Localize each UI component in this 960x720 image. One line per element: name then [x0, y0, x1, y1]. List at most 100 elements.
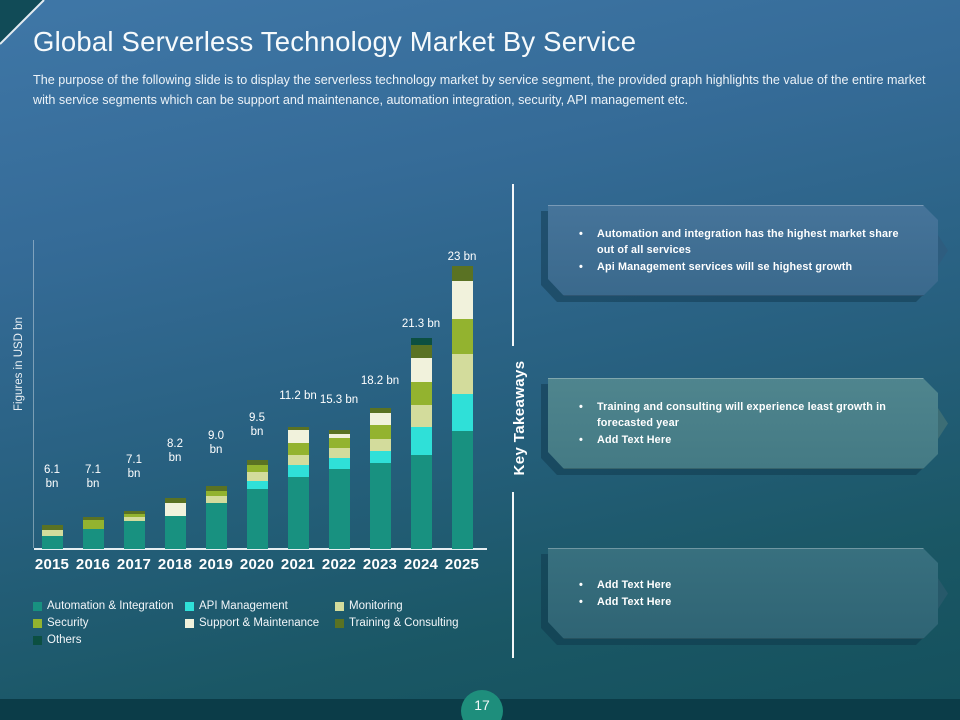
- x-axis-tick: 2022: [321, 556, 357, 573]
- bar-segment-security: [410, 382, 432, 405]
- bar-2016: [82, 517, 104, 549]
- bar-segment-support-maintenance: [369, 413, 391, 425]
- bar-segment-training-consulting: [410, 345, 432, 358]
- legend-swatch: [185, 601, 194, 611]
- bar-segment-api-management: [451, 394, 473, 431]
- legend-swatch: [33, 618, 42, 628]
- bar-value-label-line: bn: [168, 452, 182, 465]
- bar-segment-automation-integration: [41, 536, 63, 549]
- bar-value-label: 23 bn: [427, 250, 497, 264]
- bar-2024: [410, 338, 432, 549]
- bar-segment-api-management: [246, 481, 268, 489]
- bar-value-label: 18.2 bn: [345, 374, 415, 388]
- legend-swatch: [33, 601, 42, 611]
- legend-label: Others: [47, 634, 82, 646]
- takeaway-bullet: Api Management services will se highest …: [566, 259, 899, 275]
- bar-2022: [328, 430, 350, 549]
- legend-label: Monitoring: [349, 600, 403, 612]
- legend-label: Support & Maintenance: [199, 617, 320, 629]
- takeaway-box-arrow-tip: [937, 233, 948, 268]
- bar-value-label-line: bn: [45, 478, 59, 491]
- page-number-badge: 17: [461, 690, 503, 720]
- bar-value-label-line: bn: [250, 426, 264, 439]
- takeaway-box-arrow-tip: [937, 406, 948, 441]
- bar-segment-others: [410, 338, 432, 345]
- key-takeaways-heading: Key Takeaways: [511, 360, 528, 476]
- bar-segment-monitoring: [246, 472, 268, 481]
- chart-legend: Automation & Integration Security Others AP…: [33, 599, 503, 647]
- bar-segment-training-consulting: [164, 498, 186, 503]
- bar-segment-security: [123, 514, 145, 517]
- bar-segment-automation-integration: [246, 489, 268, 549]
- slide-subtitle: The purpose of the following slide is to…: [33, 73, 926, 107]
- bar-segment-monitoring: [328, 448, 350, 458]
- bar-value-label-line: 8.2: [167, 438, 183, 450]
- bar-value-label-line: 7.1: [126, 454, 142, 466]
- x-axis-tick: 2016: [75, 556, 111, 573]
- legend-item-others: Others: [33, 633, 185, 647]
- legend-item-monitoring: Monitoring: [335, 599, 495, 613]
- bar-segment-api-management: [287, 465, 309, 477]
- bar-segment-automation-integration: [451, 431, 473, 549]
- bar-2017: [123, 511, 145, 549]
- bar-segment-automation-integration: [123, 521, 145, 549]
- x-axis-tick: 2025: [444, 556, 480, 573]
- bar-value-label-line: 23 bn: [447, 251, 477, 263]
- bar-value-label-line: 7.1: [85, 464, 101, 476]
- legend-swatch: [33, 635, 42, 645]
- bar-2018: [164, 498, 186, 549]
- bar-segment-training-consulting: [369, 408, 391, 413]
- bar-value-label: 8.2 bn: [140, 437, 210, 466]
- bar-segment-training-consulting: [328, 430, 350, 434]
- bar-segment-api-management: [369, 451, 391, 463]
- bar-segment-training-consulting: [82, 517, 104, 520]
- bar-value-label: 9.5 bn: [222, 411, 292, 440]
- bar-segment-monitoring: [205, 496, 227, 503]
- bar-segment-support-maintenance: [328, 434, 350, 438]
- legend-column: Monitoring Training & Consulting: [335, 599, 495, 647]
- bar-segment-security: [82, 520, 104, 529]
- bar-segment-automation-integration: [164, 516, 186, 549]
- bar-segment-security: [369, 425, 391, 439]
- bar-segment-support-maintenance: [164, 503, 186, 516]
- bar-segment-security: [287, 443, 309, 455]
- legend-item-training-consulting: Training & Consulting: [335, 616, 495, 630]
- bar-segment-automation-integration: [205, 503, 227, 549]
- bar-segment-security: [205, 491, 227, 496]
- bar-segment-security: [451, 319, 473, 354]
- takeaway-bullet-list: Automation and integration has the highe…: [566, 226, 920, 275]
- legend-item-api-management: API Management: [185, 599, 335, 613]
- legend-label: Training & Consulting: [349, 617, 459, 629]
- bar-segment-training-consulting: [205, 486, 227, 491]
- x-axis-tick: 2019: [198, 556, 234, 573]
- legend-column: API Management Support & Maintenance: [185, 599, 335, 647]
- bar-segment-monitoring: [451, 354, 473, 394]
- x-axis-line: [34, 548, 487, 550]
- takeaway-bullet: Add Text Here: [566, 432, 899, 448]
- legend-column: Automation & Integration Security Others: [33, 599, 185, 647]
- bar-segment-monitoring: [410, 405, 432, 427]
- bar-segment-training-consulting: [287, 427, 309, 430]
- takeaway-box-2: Training and consulting will experience …: [548, 378, 948, 469]
- bar-value-label-line: bn: [86, 478, 100, 491]
- takeaway-bullet: Training and consulting will experience …: [566, 399, 899, 431]
- bar-2020: [246, 460, 268, 549]
- bar-segment-automation-integration: [328, 469, 350, 549]
- takeaway-box-arrow-tip: [937, 576, 948, 611]
- legend-swatch: [335, 601, 344, 611]
- bar-value-label-line: 11.2 bn: [279, 390, 317, 402]
- x-axis-tick: 2015: [34, 556, 70, 573]
- bar-segment-automation-integration: [410, 455, 432, 549]
- takeaway-box-3: Add Text Here Add Text Here: [548, 548, 948, 639]
- takeaway-bullet: Automation and integration has the highe…: [566, 226, 899, 258]
- bar-value-label-line: 21.3 bn: [401, 318, 441, 330]
- bar-value-label-line: 9.5: [249, 412, 265, 424]
- bar-2025: [451, 266, 473, 549]
- x-axis-tick: 2020: [239, 556, 275, 573]
- bar-segment-support-maintenance: [451, 281, 473, 319]
- takeaway-bullet: Add Text Here: [566, 577, 899, 593]
- bar-segment-training-consulting: [41, 525, 63, 530]
- key-takeaways-divider-bottom: [512, 492, 514, 658]
- bar-value-label: 7.1 bn: [99, 453, 169, 482]
